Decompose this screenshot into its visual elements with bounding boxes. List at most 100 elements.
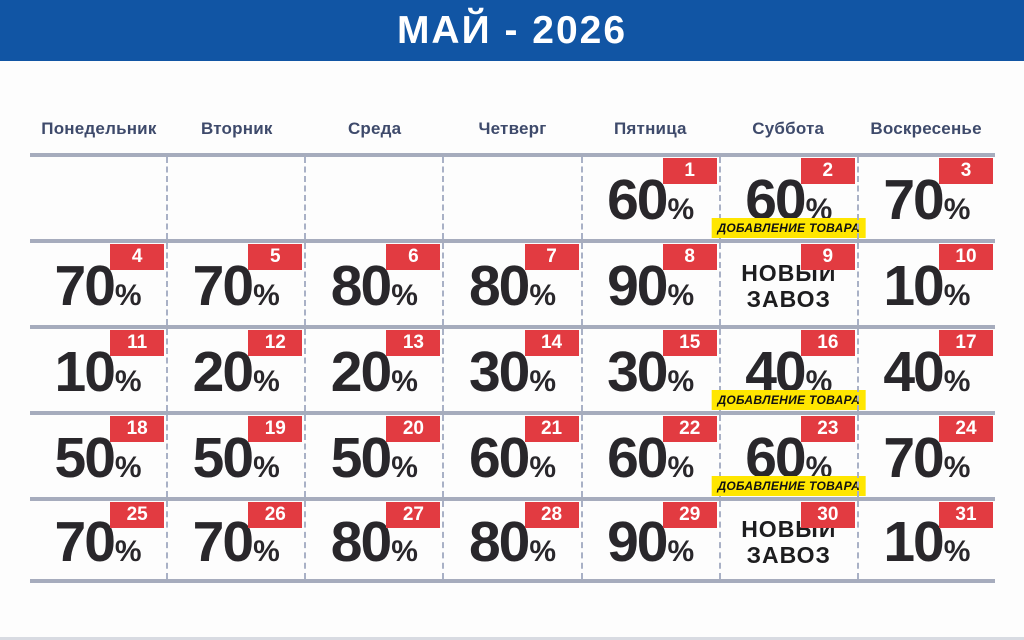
weekday-header-row: Понедельник Вторник Среда Четверг Пятница Суб… (30, 119, 995, 139)
discount-number: 30 (468, 339, 530, 404)
day-number-badge: 15 (662, 330, 717, 356)
discount-value: 70% (883, 171, 971, 229)
discount-number: 70 (192, 509, 254, 574)
discount-value: 50% (331, 429, 418, 487)
day-cell: 5 70% (166, 243, 304, 325)
page-title: МАЙ - 2026 (396, 8, 628, 52)
day-number-badge: 3 (938, 158, 993, 184)
discount-value: 80% (331, 257, 418, 315)
day-number-badge: 6 (386, 244, 441, 270)
discount-value: 60% (469, 429, 556, 487)
day-cell: 26 70% (166, 501, 304, 579)
week-row: 11 10% 12 20% 13 20% 14 30% 15 30% 16 40% ДОБАВЛЕНИЕ… (30, 325, 995, 411)
day-number-badge: 17 (938, 330, 993, 356)
day-number-badge: 19 (248, 416, 303, 442)
day-cell: 11 10% (30, 329, 166, 411)
day-number-badge: 1 (662, 158, 717, 184)
weekday-label: Четверг (478, 119, 547, 138)
day-number-badge: 14 (524, 330, 579, 356)
day-number-badge: 9 (800, 244, 855, 270)
day-number-badge: 27 (386, 502, 441, 528)
day-cell: 25 70% (30, 501, 166, 579)
discount-number: 50 (192, 425, 254, 490)
discount-value: 90% (607, 257, 694, 315)
percent-sign: % (943, 450, 971, 484)
day-number-badge: 5 (248, 244, 303, 270)
discount-number: 80 (330, 509, 392, 574)
percent-sign: % (943, 192, 971, 226)
percent-sign: % (529, 534, 557, 568)
day-number-badge: 26 (248, 502, 303, 528)
day-cell: 18 50% (30, 415, 166, 497)
day-cell: 28 80% (442, 501, 580, 579)
weekday-label: Пятница (614, 119, 687, 138)
percent-sign: % (529, 278, 557, 312)
percent-sign: % (391, 534, 418, 568)
percent-sign: % (529, 364, 557, 398)
day-number-badge: 8 (662, 244, 717, 270)
discount-number: 90 (607, 253, 668, 318)
day-number-badge: 4 (110, 244, 165, 270)
day-number-badge: 18 (110, 416, 165, 442)
discount-number: 60 (607, 425, 668, 490)
week-row: 1 60% 2 60% ДОБАВЛЕНИЕ ТОВАРА 3 70% (30, 153, 995, 239)
new-arrival-label: НОВЫЙ ЗАВОЗ (741, 260, 836, 313)
week-row: 25 70% 26 70% 27 80% 28 80% 29 90% 30 НОВЫЙ ЗАВОЗ 31 1… (30, 497, 995, 583)
day-cell: 19 50% (166, 415, 304, 497)
percent-sign: % (943, 364, 971, 398)
promo-badge: ДОБАВЛЕНИЕ ТОВАРА (711, 218, 867, 238)
day-number-badge: 7 (524, 244, 579, 270)
week-row: 4 70% 5 70% 6 80% 7 80% 8 90% 9 НОВЫЙ ЗАВОЗ 10 10% (30, 239, 995, 325)
discount-number: 80 (468, 253, 530, 318)
empty-cell (166, 157, 304, 239)
discount-number: 40 (883, 339, 944, 404)
day-cell: 1 60% (580, 157, 719, 239)
day-number-badge: 23 (800, 416, 855, 442)
day-number-badge: 28 (524, 502, 579, 528)
day-cell: 27 80% (304, 501, 442, 579)
day-cell: 6 80% (304, 243, 442, 325)
new-arrival-line2: ЗАВОЗ (746, 542, 831, 568)
discount-number: 50 (54, 425, 116, 490)
calendar-grid: 1 60% 2 60% ДОБАВЛЕНИЕ ТОВАРА 3 70% 4 70% 5 70% 6 80… (30, 153, 995, 583)
day-number-badge: 10 (938, 244, 993, 270)
week-row: 18 50% 19 50% 20 50% 21 60% 22 60% 23 60% ДОБАВЛЕНИЕ… (30, 411, 995, 497)
day-number-badge: 21 (524, 416, 579, 442)
weekday-label: Воскресенье (870, 119, 982, 138)
day-number-badge: 25 (110, 502, 165, 528)
discount-value: 40% (883, 343, 971, 401)
percent-sign: % (943, 278, 971, 312)
day-cell: 20 50% (304, 415, 442, 497)
percent-sign: % (667, 534, 695, 568)
discount-value: 90% (607, 513, 695, 571)
discount-number: 60 (607, 167, 668, 232)
promo-badge: ДОБАВЛЕНИЕ ТОВАРА (711, 476, 867, 496)
day-cell: 16 40% ДОБАВЛЕНИЕ ТОВАРА (711, 329, 867, 411)
discount-number: 20 (330, 339, 392, 404)
percent-sign: % (114, 450, 142, 484)
discount-value: 50% (55, 429, 142, 487)
discount-number: 10 (54, 339, 116, 404)
day-number-badge: 12 (248, 330, 303, 356)
weekday-label: Среда (347, 119, 402, 138)
percent-sign: % (114, 278, 142, 312)
day-cell: 21 60% (442, 415, 580, 497)
percent-sign: % (114, 534, 142, 568)
empty-cell (442, 157, 580, 239)
discount-number: 10 (883, 253, 944, 318)
day-cell: 23 60% ДОБАВЛЕНИЕ ТОВАРА (711, 415, 867, 497)
percent-sign: % (391, 364, 418, 398)
discount-value: 80% (469, 513, 557, 571)
percent-sign: % (391, 278, 418, 312)
percent-sign: % (667, 450, 695, 484)
new-arrival-line2: ЗАВОЗ (746, 286, 831, 312)
discount-number: 20 (192, 339, 254, 404)
discount-value: 70% (883, 429, 971, 487)
day-cell: 8 90% (580, 243, 719, 325)
day-number-badge: 31 (938, 502, 993, 528)
day-cell: 24 70% (856, 415, 995, 497)
discount-value: 80% (469, 257, 557, 315)
discount-number: 80 (468, 509, 530, 574)
day-number-badge: 11 (110, 330, 165, 356)
percent-sign: % (253, 534, 280, 568)
